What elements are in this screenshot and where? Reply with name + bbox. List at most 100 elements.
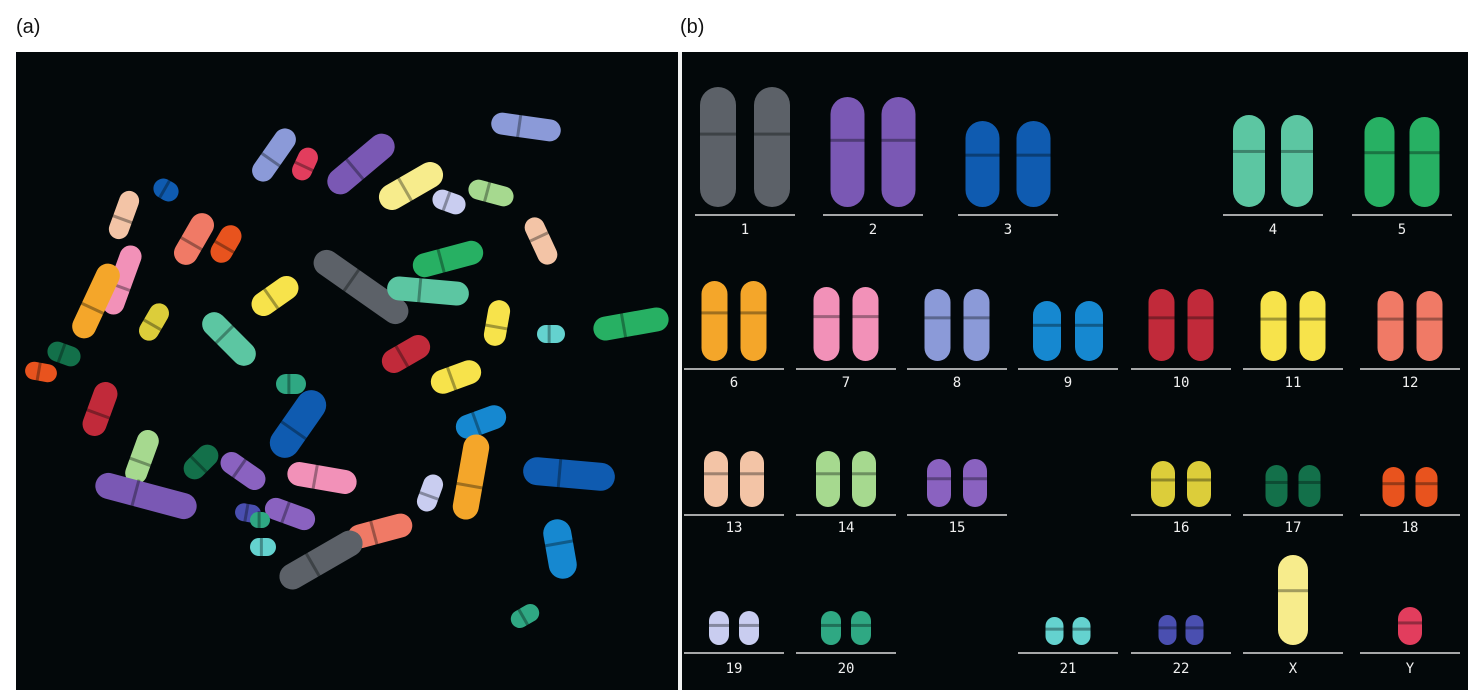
karyogram-label-18: 18 [1402, 520, 1419, 536]
spread-chromosome-10 [82, 381, 118, 437]
karyogram-label-14: 14 [838, 520, 855, 536]
karyogram-chromosome-12-a [1376, 291, 1405, 361]
karyogram-chromosome-20-a [820, 611, 842, 645]
panel-a-label: (a) [16, 16, 41, 38]
karyogram-chromosome-8-b [962, 289, 991, 361]
spread-chromosome-2 [95, 472, 197, 520]
karyogram-chromosome-9-b [1074, 301, 1104, 361]
karyogram-label-1: 1 [741, 222, 749, 238]
spread-chromosome-8 [252, 128, 296, 182]
spread-chromosome-1 [313, 249, 409, 325]
karyogram-chromosome-5-b [1408, 117, 1441, 207]
spread-chromosome-18 [25, 361, 57, 383]
spread-chromosome-X [378, 162, 444, 210]
karyogram-chromosome-18-a [1381, 467, 1406, 507]
karyogram-label-20: 20 [838, 661, 855, 677]
karyogram-chromosome-6-b [739, 281, 768, 361]
karyogram-chromosome-14-b [851, 451, 877, 507]
karyogram-label-13: 13 [726, 520, 743, 536]
karyogram-chromosome-4-b [1280, 115, 1314, 207]
spread-chromosome-11 [430, 360, 482, 394]
karyogram-chromosome-1-b [753, 87, 791, 207]
spread-chromosome-15 [220, 451, 266, 491]
karyogram-chromosome-18-b [1414, 467, 1439, 507]
karyogram-chromosome-16-a [1150, 461, 1176, 507]
karyogram-chromosome-17-b [1297, 465, 1322, 507]
karyogram-chromosome-15-a [926, 459, 952, 507]
spread-chromosome-5 [412, 240, 484, 278]
spread-chromosome-4 [387, 276, 469, 306]
karyogram-chromosome-3-b [1015, 121, 1052, 207]
karyogram-chromosome-7-b [851, 287, 880, 361]
spread-chromosome-14 [468, 179, 514, 207]
karyotype-figure: 1 2 3 4 5 6 7 8 9 10 11 12 13 14 15 16 17 18 19 20 21 22 X Y [16, 52, 1468, 690]
karyogram-chromosome-10-b [1186, 289, 1215, 361]
karyogram-label-3: 3 [1004, 222, 1012, 238]
karyogram-chromosome-15-b [962, 459, 988, 507]
spread-chromosome-3 [523, 457, 615, 491]
karyogram-chromosome-13-b [739, 451, 765, 507]
spread-chromosome-5 [593, 307, 669, 341]
spread-chromosome-7 [287, 462, 357, 494]
spread-chromosome-2 [327, 133, 395, 195]
spread-chromosome-12 [174, 213, 214, 265]
karyogram-label-Y: Y [1406, 661, 1415, 677]
spread-chromosome-8 [491, 112, 561, 142]
karyogram-chromosome-22-b [1184, 615, 1205, 645]
karyogram-chromosome-21-a [1044, 617, 1065, 645]
karyogram-chromosome-12-b [1415, 291, 1444, 361]
karyogram-chromosome-13-a [703, 451, 729, 507]
spread-chromosome-13 [524, 217, 558, 265]
karyogram-chromosome-22-a [1157, 615, 1178, 645]
spread-chromosome-Y [292, 147, 318, 181]
karyogram-chromosome-19-a [708, 611, 730, 645]
karyogram-label-17: 17 [1285, 520, 1302, 536]
spread-chromosome-19 [432, 189, 466, 215]
karyogram-chromosome-X [1277, 555, 1309, 645]
spread-chromosome-20 [510, 604, 540, 628]
karyogram-label-10: 10 [1173, 375, 1190, 391]
karyogram-chromosome-8-a [923, 289, 952, 361]
spread-chromosome-19 [416, 474, 444, 512]
panel-divider [678, 52, 682, 690]
karyogram-label-12: 12 [1402, 375, 1419, 391]
spread-chromosome-1 [279, 530, 363, 590]
spread-chromosome-17 [47, 341, 81, 367]
karyogram-chromosome-16-b [1186, 461, 1212, 507]
karyogram-chromosome-10-a [1147, 289, 1176, 361]
karyogram-chromosome-2-a [829, 97, 866, 207]
spread-chromosome-10 [381, 335, 431, 373]
karyogram-label-4: 4 [1269, 222, 1277, 238]
karyogram-chromosome-Y [1397, 607, 1423, 645]
spread-chromosome-9 [543, 519, 577, 579]
spread-chromosome-21 [250, 537, 276, 557]
karyogram-label-6: 6 [730, 375, 738, 391]
spread-chromosome-15 [264, 497, 316, 531]
spread-chromosome-20 [276, 373, 306, 395]
karyogram-chromosome-11-a [1259, 291, 1288, 361]
spread-chromosome-6 [452, 434, 490, 520]
karyogram-chromosome-17-a [1264, 465, 1289, 507]
karyogram-chromosome-19-b [738, 611, 760, 645]
karyogram-chromosome-5-a [1363, 117, 1396, 207]
spread-chromosome-6 [72, 263, 120, 339]
karyogram-label-21: 21 [1060, 661, 1077, 677]
spread-chromosome-18 [210, 225, 242, 263]
spread-chromosome-11 [251, 275, 299, 317]
spread-chromosome-21 [537, 324, 565, 344]
karyogram-chromosome-20-b [850, 611, 872, 645]
karyogram-label-9: 9 [1064, 375, 1072, 391]
karyogram-chromosome-11-b [1298, 291, 1327, 361]
karyogram-chromosome-14-a [815, 451, 841, 507]
karyogram-label-7: 7 [842, 375, 850, 391]
karyogram-chromosome-1-a [699, 87, 737, 207]
karyogram-chromosome-7-a [812, 287, 841, 361]
spread-chromosome-3 [269, 390, 327, 458]
karyogram-label-11: 11 [1285, 375, 1302, 391]
karyogram-label-16: 16 [1173, 520, 1190, 536]
spread-chromosome-13 [108, 190, 140, 240]
karyogram-label-5: 5 [1398, 222, 1406, 238]
karyogram-chromosome-21-b [1071, 617, 1092, 645]
spread-chromosome-4 [202, 312, 256, 366]
